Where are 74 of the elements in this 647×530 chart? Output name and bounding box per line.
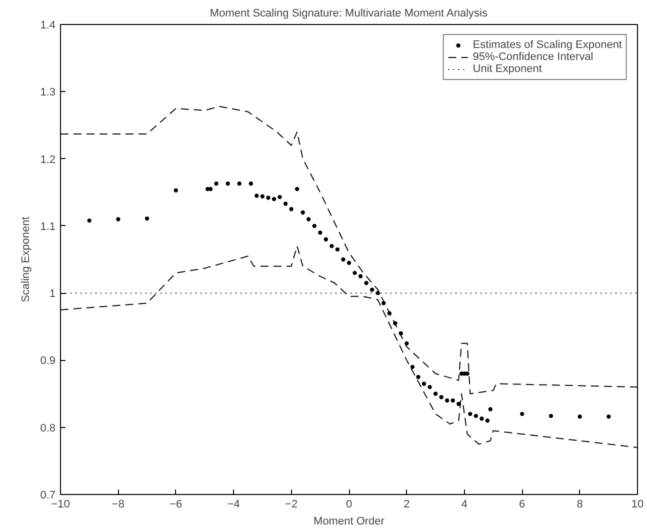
point [260,194,265,198]
x-axis-title: Moment Order [314,516,385,528]
point [474,414,478,418]
point [214,182,218,186]
point [410,364,415,370]
point [416,374,420,380]
point [237,182,242,186]
y-tick-label: 1 [49,288,56,300]
point [468,412,472,416]
x-tick-label: 8 [576,498,583,510]
point [520,412,524,416]
point [346,260,352,265]
y-tick-label: 1.4 [40,20,56,32]
legend-label: Estimates of Scaling Exponent [472,39,622,51]
point [266,196,270,200]
point [278,194,282,200]
y-tick-label: 0.8 [40,422,56,434]
point [439,395,444,400]
x-tick-label: −6 [170,498,182,510]
point [444,398,450,403]
y-tick-label: 1.1 [40,220,56,233]
point [422,382,426,386]
point [465,372,470,376]
point [358,274,363,278]
x-tick-label: 6 [519,498,526,510]
point [548,414,554,418]
legend-label: 95%-Confidence Interval [472,51,594,63]
point [116,217,120,222]
point [283,202,288,206]
y-tick-label: 0.9 [40,355,56,368]
point [335,247,340,252]
point [450,398,455,403]
point [352,270,357,276]
y-tick-label: 1.3 [40,86,56,99]
point [254,194,259,198]
point [370,288,374,292]
point [364,280,368,286]
x-tick-label: 2 [404,498,410,510]
point [174,188,178,192]
x-tick-label: 10 [631,498,644,510]
y-tick-label: 0.7 [40,490,56,502]
x-tick-label: −8 [112,498,124,510]
point [433,392,438,396]
point [428,384,432,390]
x-tick-label: −4 [227,498,240,510]
point [606,414,611,419]
point [480,416,484,421]
legend-label: Unit Exponent [472,63,542,75]
point [312,224,316,228]
point [341,257,346,262]
point [330,244,334,248]
point [485,418,490,423]
point [488,407,492,412]
point [289,207,294,212]
point [306,217,311,222]
point [226,182,230,186]
point [272,196,276,202]
x-tick-label: 4 [461,498,468,510]
point [578,414,582,419]
x-tick-label: −10 [51,498,70,510]
point [456,402,461,406]
chart-title: Moment Scaling Signature: Multivariate Moment Analysis [210,8,488,20]
point [324,237,328,242]
point [376,290,380,296]
point [294,186,300,192]
point [248,182,254,186]
point [144,216,150,221]
x-tick-label: −2 [285,498,298,510]
y-axis-title: Scaling Exponent [20,216,32,302]
point [318,230,322,235]
point [87,218,92,223]
point [300,210,305,215]
x-tick-label: 0 [346,498,352,510]
y-tick-label: 1.2 [40,154,56,166]
